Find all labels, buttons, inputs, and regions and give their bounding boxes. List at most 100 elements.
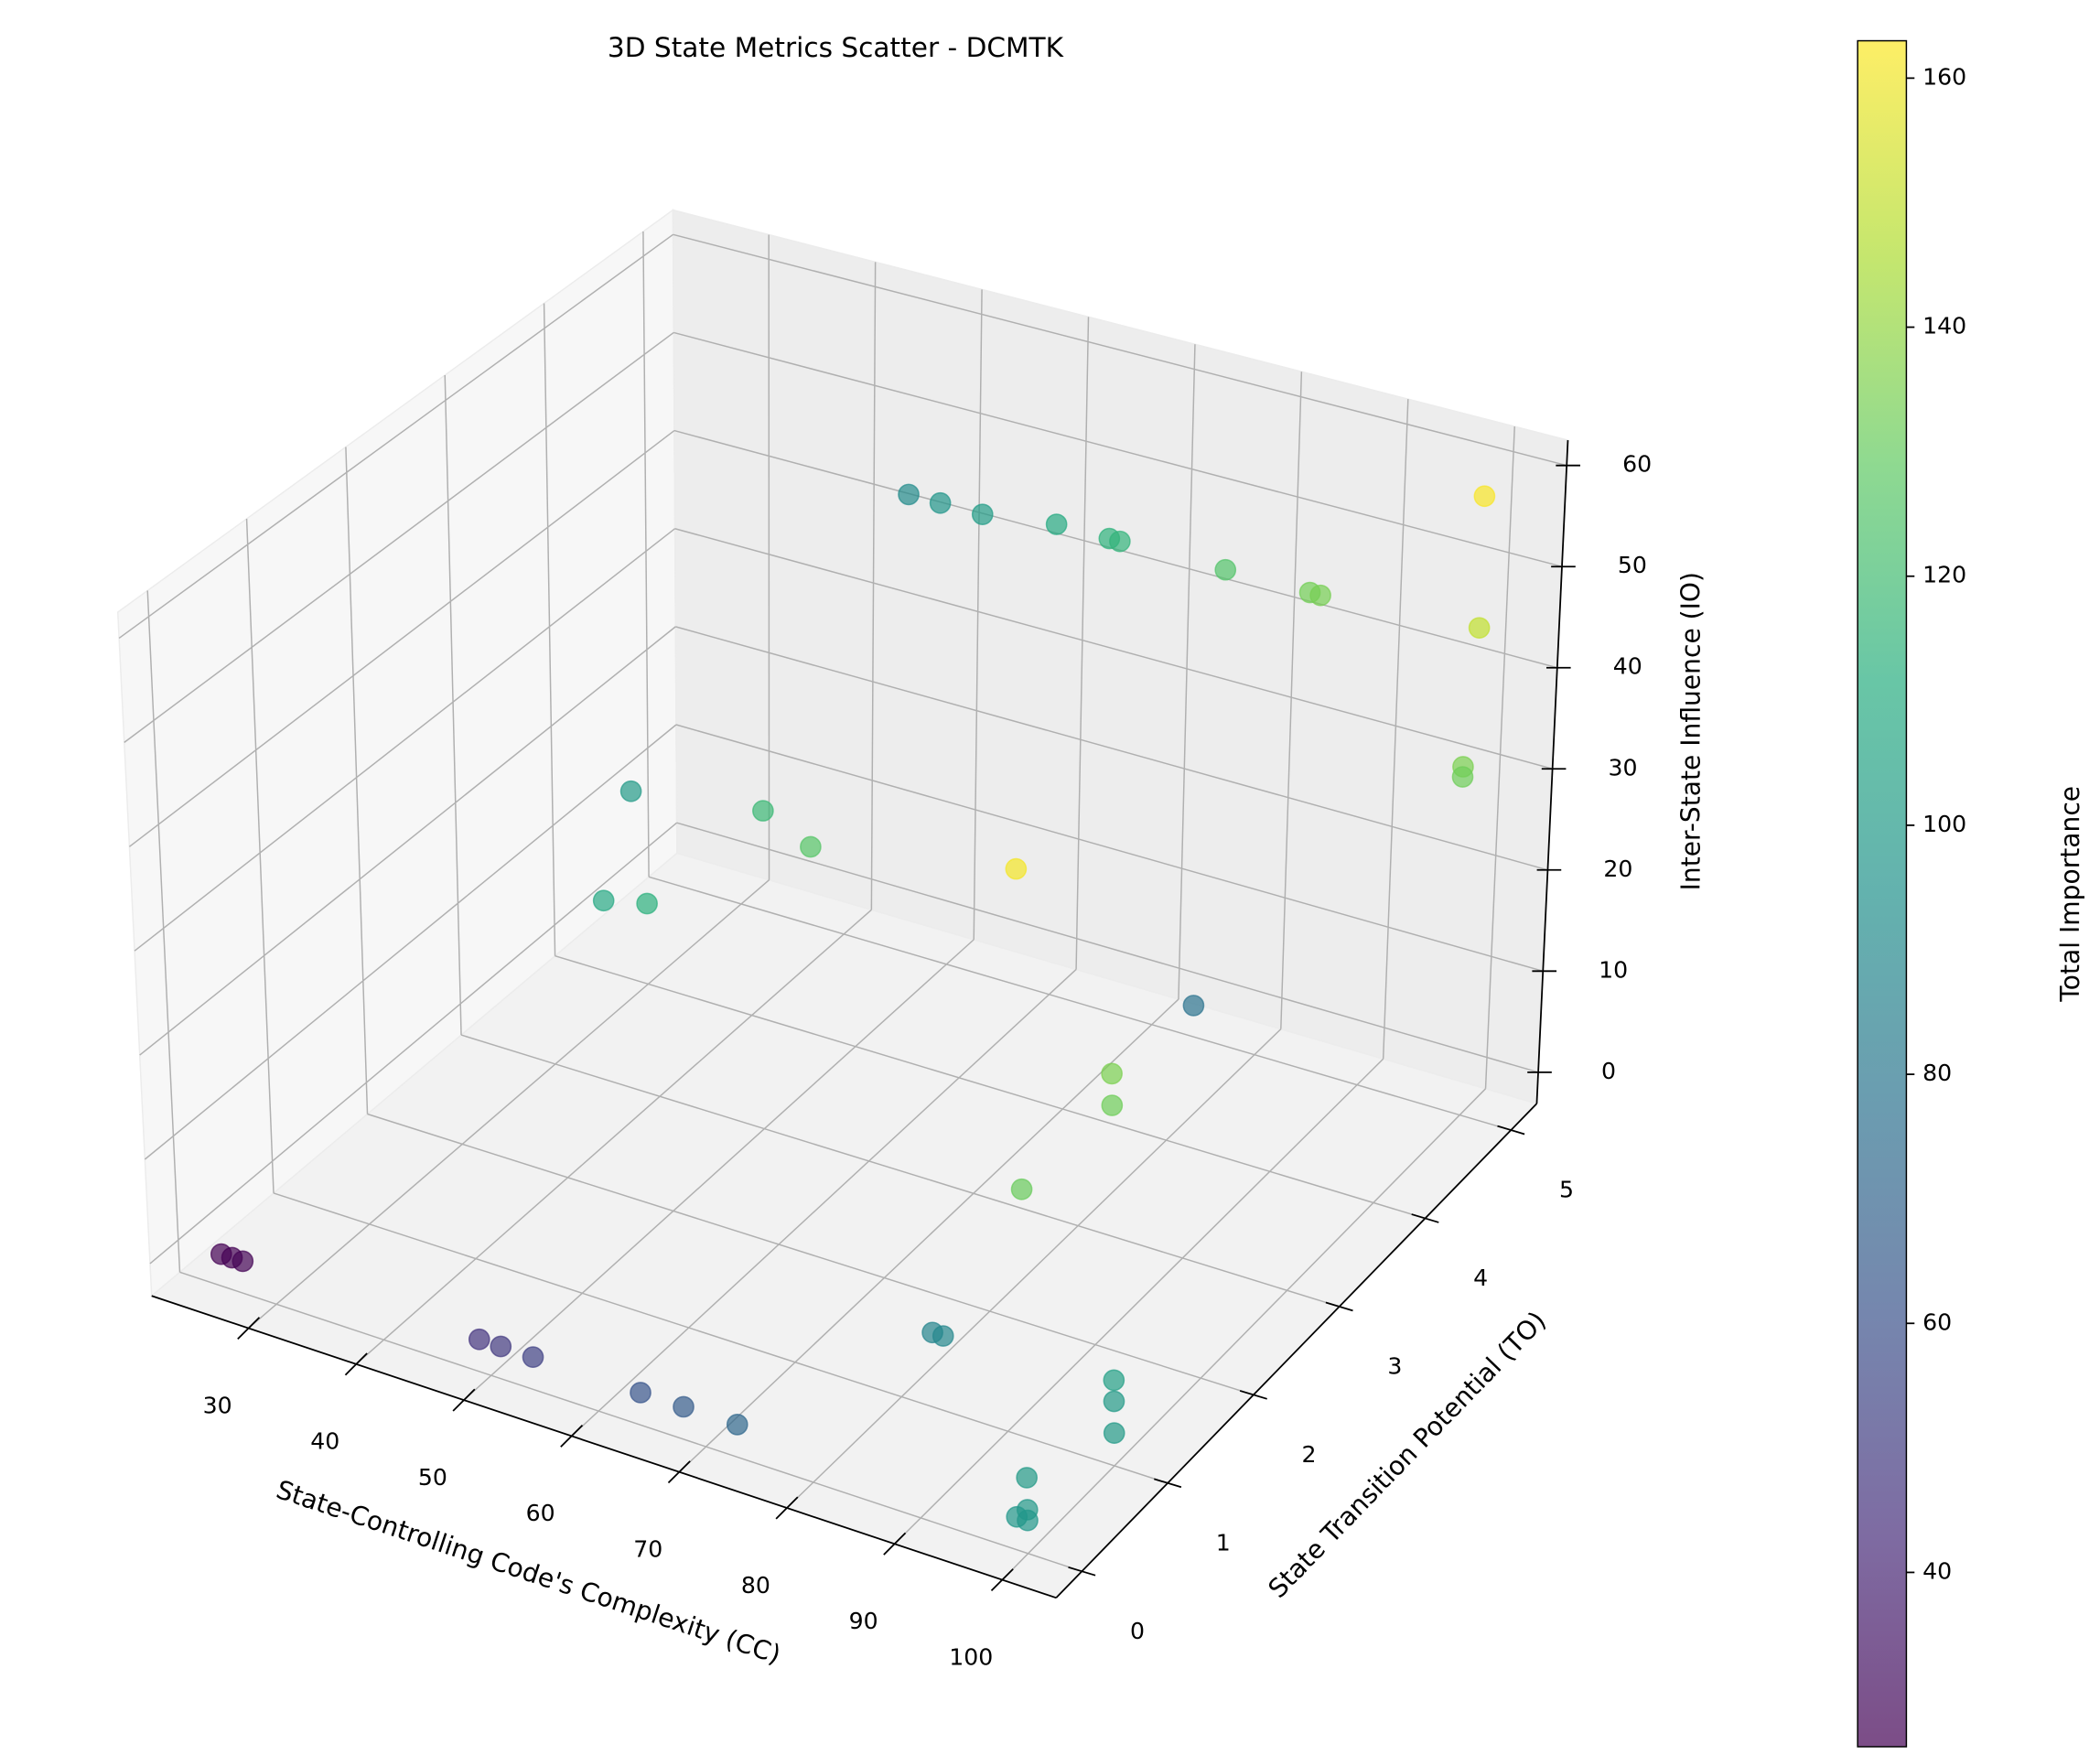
z-axis-label: Inter-State Influence (IO) [1676, 572, 1707, 890]
z-axis-line [1535, 440, 1569, 1104]
point [1309, 584, 1331, 607]
point [1010, 1178, 1033, 1201]
x-tick [237, 1317, 261, 1340]
y-tick [1411, 1213, 1439, 1223]
point [636, 892, 658, 915]
point [1005, 857, 1028, 880]
point [1473, 485, 1496, 508]
point [1214, 558, 1237, 581]
grid-line [674, 528, 1553, 770]
grid-line [1001, 1088, 1487, 1581]
point [971, 503, 994, 526]
grid-line [555, 954, 1426, 1220]
grid-line [444, 374, 462, 1036]
x-tick [883, 1532, 907, 1556]
point [490, 1335, 512, 1358]
point [898, 483, 920, 506]
x-tick [452, 1388, 476, 1412]
grid-line [1075, 317, 1090, 970]
point [1468, 617, 1491, 640]
z-tick-label: 60 [1622, 451, 1652, 478]
x-tick-label: 40 [310, 1428, 339, 1455]
grid-line [139, 626, 676, 1056]
colorbar [1857, 39, 1908, 1748]
point [1006, 1505, 1028, 1528]
grid-line [1484, 426, 1516, 1089]
point [932, 1325, 954, 1347]
grid-line [973, 289, 983, 940]
point [522, 1346, 544, 1368]
x-axis-line [151, 1295, 1057, 1599]
grid-line [1280, 371, 1303, 1029]
x-tick-label: 30 [203, 1392, 232, 1418]
z-tick-label: 50 [1618, 552, 1647, 578]
y-tick-label: 3 [1387, 1353, 1402, 1380]
y-tick [1068, 1566, 1096, 1577]
point [592, 889, 615, 912]
x-tick [990, 1568, 1014, 1592]
y-tick-label: 0 [1130, 1618, 1145, 1644]
point [630, 1382, 652, 1404]
grid-line [673, 233, 1567, 467]
grid-line [786, 1028, 1282, 1509]
grid-line [894, 1058, 1384, 1545]
grid-line [870, 262, 877, 910]
grid-line [124, 331, 674, 743]
x-tick-label: 80 [741, 1572, 770, 1599]
point [673, 1395, 695, 1418]
x-tick-label: 60 [526, 1500, 555, 1526]
y-tick [1497, 1125, 1525, 1136]
chart-title: 3D State Metrics Scatter - DCMTK [608, 32, 1065, 63]
grid-line [675, 626, 1548, 871]
colorbar-tick-label: 80 [1922, 1060, 1952, 1086]
x-tick-label: 100 [949, 1643, 993, 1670]
grid-line [118, 233, 674, 640]
y-tick-label: 5 [1559, 1177, 1574, 1203]
y-axis-line [1055, 1103, 1538, 1599]
point [726, 1414, 748, 1436]
grid-line [134, 528, 676, 952]
x-tick [667, 1460, 691, 1484]
z-tick-label: 10 [1599, 956, 1628, 983]
colorbar-tick-label: 120 [1922, 562, 1966, 588]
point [1016, 1467, 1038, 1489]
z-tick-label: 30 [1609, 754, 1638, 781]
y-tick-label: 2 [1302, 1441, 1317, 1468]
grid-line [273, 1192, 1168, 1484]
grid-line [673, 331, 1563, 567]
colorbar-tick-label: 160 [1922, 63, 1966, 90]
colorbar-label: Total Importance [2055, 786, 2085, 1003]
grid-line [245, 518, 275, 1193]
x-tick-label: 50 [418, 1464, 447, 1491]
z-tick-label: 0 [1601, 1058, 1616, 1084]
x-tick-label: 90 [849, 1608, 878, 1634]
grid-line [367, 1113, 1255, 1396]
point [1451, 766, 1474, 788]
grid-line [642, 231, 650, 878]
point [1101, 1094, 1124, 1116]
x-tick-label: 70 [633, 1536, 662, 1563]
point [619, 780, 642, 802]
y-tick [1239, 1390, 1267, 1400]
point [1101, 1062, 1123, 1085]
grid-line [248, 879, 770, 1330]
z-tick-label: 20 [1603, 856, 1632, 882]
grid-line [675, 724, 1544, 973]
grid-line [460, 1034, 1340, 1308]
point [800, 835, 822, 858]
grid-line [128, 429, 675, 847]
x-tick [775, 1496, 799, 1520]
colorbar-tick-label: 40 [1922, 1557, 1952, 1584]
grid-line [179, 1271, 1082, 1572]
grid-line [345, 447, 369, 1114]
point [1103, 1422, 1125, 1444]
x-tick [344, 1352, 368, 1376]
z-tick-label: 40 [1613, 653, 1642, 680]
grid-line [676, 822, 1539, 1073]
grid-line [1178, 344, 1196, 1000]
y-tick-label: 4 [1473, 1265, 1488, 1291]
grid-line [678, 998, 1179, 1473]
colorbar-tick-label: 100 [1922, 811, 1966, 837]
colorbar-tick-label: 140 [1922, 313, 1966, 339]
